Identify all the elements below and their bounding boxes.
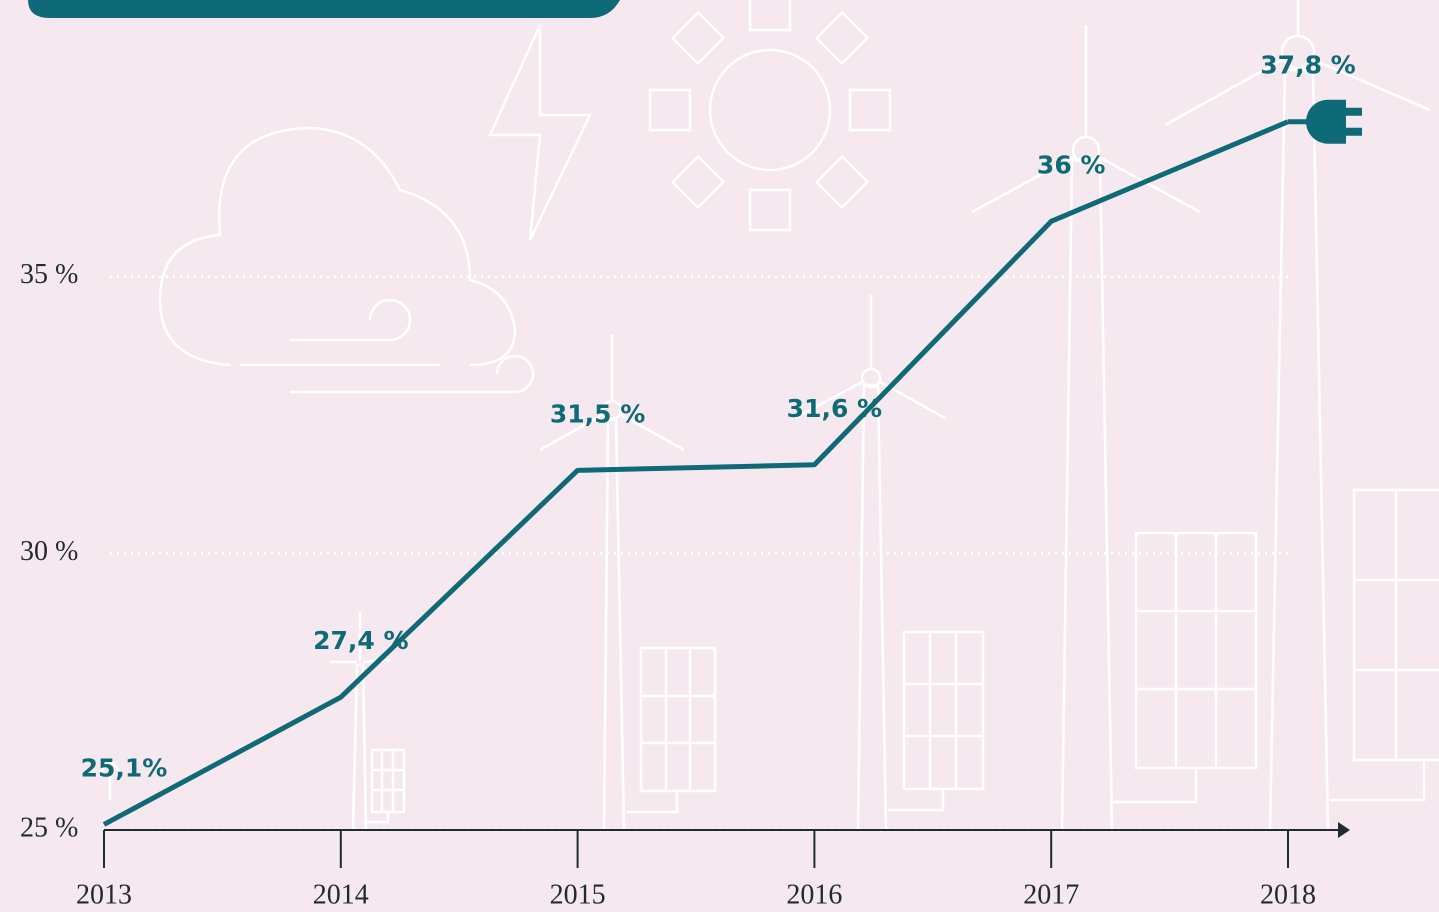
y-tick-label: 25 %: [20, 812, 78, 843]
x-tick-label: 2013: [76, 879, 132, 910]
banner: [28, 0, 640, 18]
page: 25 % 30 % 35 % 2013 2014 2015 2016 2017 2018 25,1…: [0, 0, 1439, 912]
value-label: 36 %: [1037, 150, 1106, 179]
y-tick-label: 30 %: [20, 536, 78, 567]
value-label: 25,1%: [81, 753, 168, 782]
x-tick-label: 2016: [786, 879, 842, 910]
y-tick-label: 35 %: [20, 259, 78, 290]
background: [0, 0, 1439, 912]
chart: 25 % 30 % 35 % 2013 2014 2015 2016 2017 2018 25,1…: [0, 0, 1439, 912]
value-label: 37,8 %: [1260, 51, 1355, 80]
x-tick-label: 2015: [550, 879, 606, 910]
value-label: 31,6 %: [787, 394, 882, 423]
value-label: 27,4 %: [313, 626, 408, 655]
x-tick-label: 2017: [1023, 879, 1079, 910]
x-tick-label: 2018: [1260, 879, 1316, 910]
x-tick-label: 2014: [313, 879, 369, 910]
value-label: 31,5 %: [550, 399, 645, 428]
